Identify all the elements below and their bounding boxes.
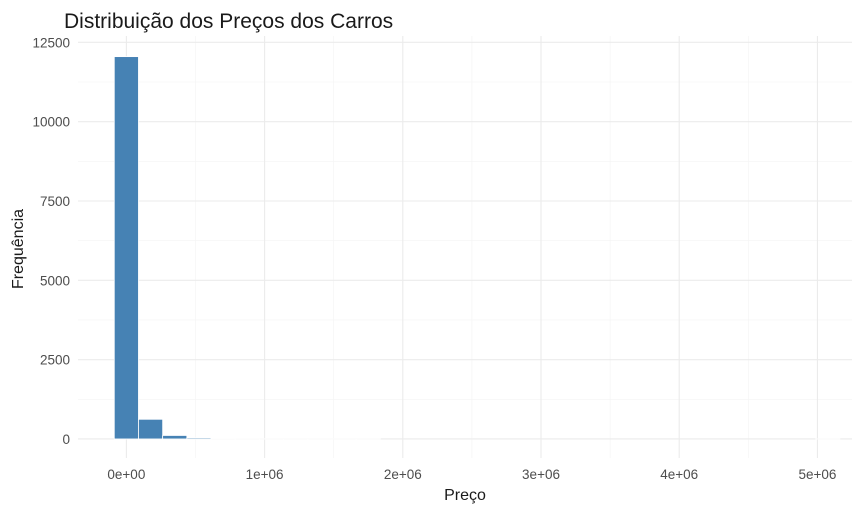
x-tick-label: 4e+06 (660, 467, 698, 482)
y-tick-label: 2500 (40, 353, 70, 368)
y-tick-label: 0 (62, 432, 70, 447)
histogram-bar (138, 418, 164, 440)
y-tick-label: 7500 (40, 194, 70, 209)
y-tick-label: 5000 (40, 273, 70, 288)
chart-title: Distribuição dos Preços dos Carros (64, 10, 393, 33)
histogram-bar (113, 56, 139, 440)
x-axis-ticks: 0e+00 1e+06 2e+06 3e+06 4e+06 5e+06 (107, 467, 836, 482)
grid-lines (78, 36, 852, 458)
x-tick-label: 2e+06 (384, 467, 422, 482)
y-axis-ticks: 0 2500 5000 7500 10000 12500 (32, 35, 70, 447)
x-tick-label: 0e+00 (107, 467, 145, 482)
histogram-bar (162, 435, 188, 440)
x-axis-title: Preço (444, 487, 486, 504)
y-tick-label: 10000 (32, 115, 70, 130)
y-tick-label: 12500 (32, 35, 70, 50)
x-tick-label: 3e+06 (522, 467, 560, 482)
histogram-bars (113, 56, 841, 440)
histogram-bar (186, 437, 212, 440)
y-axis-title: Frequência (10, 209, 27, 289)
x-tick-label: 5e+06 (798, 467, 836, 482)
x-tick-label: 1e+06 (246, 467, 284, 482)
